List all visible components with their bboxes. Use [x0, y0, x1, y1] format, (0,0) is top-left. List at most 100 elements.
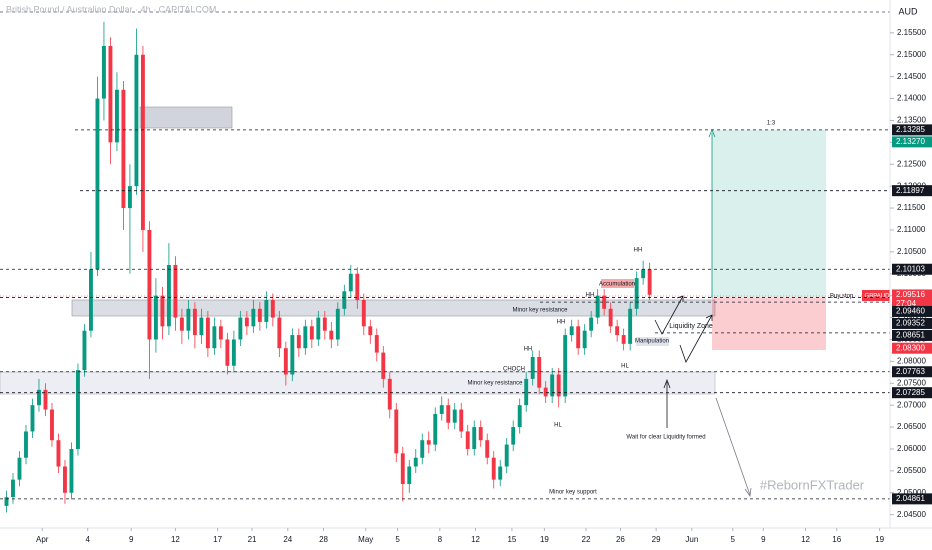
candle-body: [524, 378, 529, 406]
candle-body: [264, 300, 269, 322]
candle-body: [147, 229, 152, 340]
price-label-box: [892, 317, 932, 329]
label: Minor key resistance: [512, 308, 568, 314]
candle-body: [290, 335, 295, 375]
price-label: 2.04861: [896, 494, 925, 503]
price-label: 2.07285: [896, 388, 925, 397]
candle-body: [63, 466, 67, 493]
y-tick-label: 2.15500: [897, 28, 926, 37]
price-label: 2.08300: [896, 343, 925, 352]
label: HH: [557, 320, 566, 326]
x-tick-label: 12: [801, 535, 810, 544]
label: CHOCH: [503, 367, 525, 373]
candle-body: [11, 479, 15, 498]
countdown-label: 27:04: [896, 299, 917, 308]
label-box: [636, 337, 669, 346]
candle-body: [582, 330, 587, 349]
price-label: 2.09516: [896, 290, 925, 299]
label: HL: [554, 423, 562, 429]
y-tick-label: 2.08000: [897, 356, 926, 365]
candle-body: [56, 440, 61, 467]
arrow: [679, 314, 713, 363]
x-tick-label: 12: [171, 535, 180, 544]
candle-body: [335, 308, 340, 340]
label: Minor key resistance: [467, 381, 523, 387]
candle-body: [212, 326, 217, 349]
candle-body: [89, 269, 93, 331]
candle-body: [374, 335, 379, 353]
candle-body: [30, 405, 35, 432]
candle-body: [452, 409, 457, 423]
price-label-box: [892, 136, 932, 148]
arrow: [715, 397, 752, 498]
y-tick-label: 2.15000: [897, 50, 926, 59]
candle-body: [192, 308, 197, 336]
x-tick-label: 24: [283, 535, 292, 544]
candle-body: [491, 457, 496, 480]
y-tick-label: 2.05500: [897, 466, 926, 475]
candle-body: [50, 409, 54, 441]
candle-body: [114, 89, 119, 143]
candle-body: [218, 326, 223, 340]
candle-body: [43, 389, 48, 410]
candle-body: [589, 317, 594, 331]
y-tick-label: 2.07500: [897, 378, 926, 387]
zone: [0, 371, 716, 395]
price-label-box: [892, 366, 932, 378]
price-label: 2.10103: [896, 264, 925, 273]
candle-body: [569, 326, 574, 336]
candle-body: [205, 317, 210, 349]
y-tick-label: 2.14000: [897, 94, 926, 103]
x-tick-label: 21: [248, 535, 257, 544]
x-tick-label: 15: [507, 535, 516, 544]
y-tick-label: 2.05000: [897, 488, 926, 497]
x-tick-label: 12: [471, 535, 480, 544]
price-label: 2.09460: [896, 307, 925, 316]
candle-body: [602, 295, 607, 309]
candle-body: [4, 497, 9, 506]
candle-body: [361, 300, 366, 327]
candle-body: [563, 335, 568, 397]
price-label: 2.07763: [896, 367, 925, 376]
candle-body: [95, 98, 100, 270]
candle-body: [517, 405, 522, 428]
candle-body: [309, 326, 314, 340]
candle-body: [400, 453, 405, 485]
x-tick-label: 5: [731, 535, 736, 544]
target-zone: [712, 130, 826, 298]
candle-body: [238, 317, 243, 340]
candle-body: [426, 440, 431, 445]
candle-body: [355, 273, 360, 301]
x-tick-label: 9: [129, 535, 134, 544]
candle-body: [348, 273, 353, 292]
price-label: 2.13270: [896, 137, 925, 146]
x-tick-label: 28: [319, 535, 328, 544]
candle-body: [153, 295, 158, 340]
y-tick-label: 2.09000: [897, 313, 926, 322]
candle-body: [251, 308, 256, 327]
candle-body: [283, 348, 288, 375]
y-tick-label: 2.11500: [897, 203, 926, 212]
candle-body: [108, 45, 113, 143]
price-label-box: [892, 342, 932, 354]
x-tick-label: 26: [616, 535, 625, 544]
candle-body: [433, 413, 438, 445]
x-tick-label: Apr: [36, 535, 49, 544]
candle-body: [17, 457, 22, 480]
candle-body: [329, 330, 334, 340]
x-tick-label: 9: [761, 535, 766, 544]
price-label-box: [892, 329, 932, 341]
label: Minor key support: [549, 490, 597, 496]
label: HH: [634, 248, 643, 254]
candle-body: [303, 326, 308, 349]
candle-body: [199, 317, 204, 336]
y-tick-label: 2.12500: [897, 159, 926, 168]
y-tick-label: 2.06000: [897, 444, 926, 453]
candle-body: [244, 317, 249, 327]
candle-body: [134, 54, 139, 187]
y-tick-label: 2.11000: [897, 225, 926, 234]
candle-body: [186, 308, 191, 331]
candle-body: [140, 54, 145, 230]
candle-body: [277, 317, 282, 349]
